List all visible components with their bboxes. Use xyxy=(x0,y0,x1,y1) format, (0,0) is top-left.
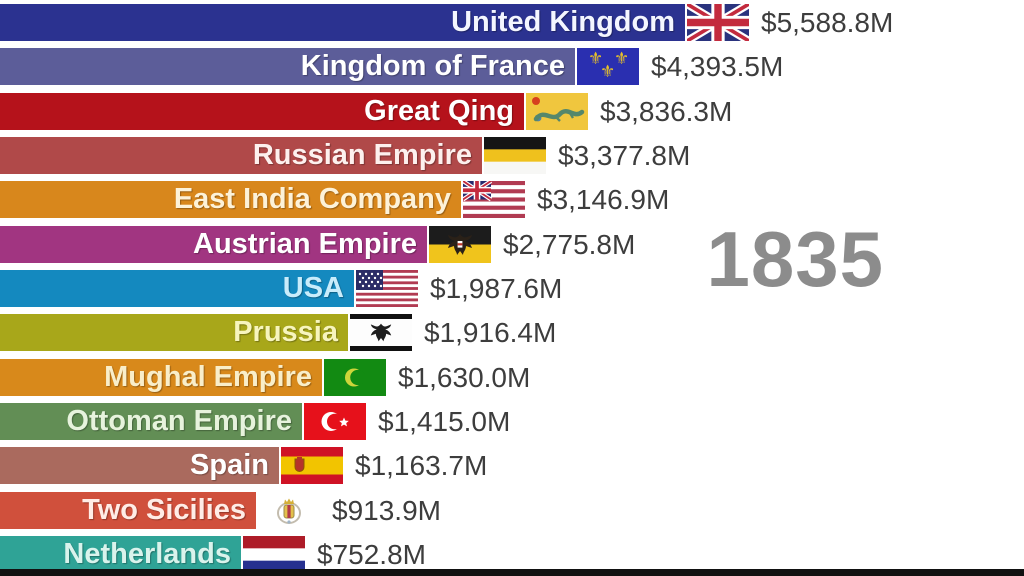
bar-row: USA $1,987.6M xyxy=(0,270,562,307)
bar-row: Prussia $1,916.4M xyxy=(0,314,556,351)
year-label: 1835 xyxy=(706,215,884,303)
russian-empire-flag xyxy=(484,137,546,174)
bar: Netherlands xyxy=(0,536,241,573)
country-label: Netherlands xyxy=(63,538,231,570)
bar: Great Qing xyxy=(0,93,524,130)
value-label: $3,377.8M xyxy=(558,139,691,171)
netherlands-flag xyxy=(243,536,305,573)
bar: USA xyxy=(0,270,354,307)
bar-row: Ottoman Empire $1,415.0M xyxy=(0,403,510,440)
bar: Ottoman Empire xyxy=(0,403,302,440)
country-label: Austrian Empire xyxy=(193,228,417,260)
mughal-empire-flag xyxy=(324,359,386,396)
bar-row: Mughal Empire $1,630.0M xyxy=(0,359,530,396)
country-label: USA xyxy=(282,272,344,304)
kingdom-of-france-flag: ⚜ ⚜ ⚜ xyxy=(577,48,639,85)
bar: East India Company xyxy=(0,181,461,218)
east-india-company-flag xyxy=(463,181,525,218)
country-label: Russian Empire xyxy=(252,139,472,171)
great-qing-flag xyxy=(526,93,588,130)
value-label: $1,987.6M xyxy=(430,272,563,304)
bar-row: Austrian Empire $2,775.8M xyxy=(0,226,635,263)
country-label: Spain xyxy=(190,449,269,481)
prussia-flag xyxy=(350,314,412,351)
usa-flag xyxy=(356,270,418,307)
country-label: Kingdom of France xyxy=(300,50,565,82)
bar-row: Great Qing $3,836.3M xyxy=(0,93,732,130)
bar: Spain xyxy=(0,447,279,484)
bar-row: Netherlands $752.8M xyxy=(0,536,426,573)
value-label: $3,836.3M xyxy=(600,95,733,127)
country-label: Great Qing xyxy=(364,95,514,127)
bar-row: East India Company $3,146.9M xyxy=(0,181,669,218)
country-label: Ottoman Empire xyxy=(66,405,292,437)
bar-row: Two Sicilies $913.9M xyxy=(0,492,441,529)
united-kingdom-flag xyxy=(687,4,749,41)
value-label: $1,630.0M xyxy=(398,361,531,393)
bar-row: Russian Empire $3,377.8M xyxy=(0,137,690,174)
spain-flag xyxy=(281,447,343,484)
bar: Two Sicilies xyxy=(0,492,256,529)
country-label: Mughal Empire xyxy=(104,361,312,393)
value-label: $1,415.0M xyxy=(378,405,511,437)
bar: Austrian Empire xyxy=(0,226,427,263)
value-label: $752.8M xyxy=(317,538,426,570)
two-sicilies-flag xyxy=(258,492,320,529)
value-label: $3,146.9M xyxy=(537,183,670,215)
country-label: United Kingdom xyxy=(451,6,675,38)
austrian-empire-flag xyxy=(429,226,491,263)
value-label: $1,163.7M xyxy=(355,449,488,481)
bar-row: Spain $1,163.7M xyxy=(0,447,487,484)
value-label: $5,588.8M xyxy=(761,6,894,38)
country-label: Prussia xyxy=(233,316,338,348)
value-label: $1,916.4M xyxy=(424,316,557,348)
value-label: $2,775.8M xyxy=(503,228,636,260)
ottoman-empire-flag xyxy=(304,403,366,440)
bar: Kingdom of France xyxy=(0,48,575,85)
bar: United Kingdom xyxy=(0,4,685,41)
value-label: $4,393.5M xyxy=(651,50,784,82)
country-label: East India Company xyxy=(173,183,451,215)
bar: Russian Empire xyxy=(0,137,482,174)
country-label: Two Sicilies xyxy=(82,494,246,526)
value-label: $913.9M xyxy=(332,494,441,526)
bar-row: United Kingdom $5,588.8M xyxy=(0,4,893,41)
bar: Mughal Empire xyxy=(0,359,322,396)
bar-row: Kingdom of France ⚜ ⚜ ⚜ $4,393.5M xyxy=(0,48,783,85)
bar: Prussia xyxy=(0,314,348,351)
bottom-bar xyxy=(0,569,1024,576)
